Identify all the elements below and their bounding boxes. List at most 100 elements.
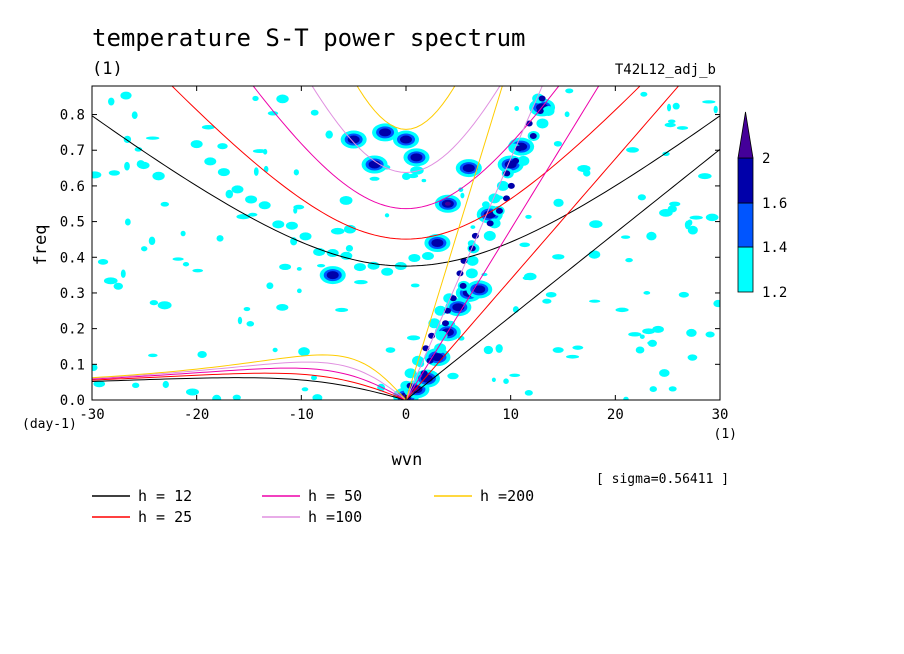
speckle — [298, 347, 310, 357]
speckle — [519, 242, 531, 248]
speckle — [92, 171, 102, 179]
speckle — [687, 225, 698, 235]
speckle — [369, 176, 380, 181]
speckle — [160, 201, 170, 207]
power-region — [462, 164, 475, 173]
ridge-speckle — [434, 343, 447, 354]
x-tick-label: 20 — [607, 407, 624, 423]
ridge-speckle — [299, 232, 312, 241]
speckle — [132, 382, 140, 389]
speckle — [253, 167, 259, 176]
speckle — [410, 283, 420, 288]
ridge-speckle — [285, 221, 298, 230]
speckle — [564, 111, 570, 118]
speckle — [354, 279, 368, 285]
speckle — [447, 372, 459, 380]
speckle — [148, 236, 156, 246]
speckle — [201, 125, 215, 130]
x-tick-label: -30 — [79, 407, 104, 423]
speckle — [172, 257, 184, 261]
speckle — [312, 394, 323, 400]
y-axis-label: freq — [31, 225, 51, 266]
ridge-speckle — [442, 320, 450, 327]
speckle — [157, 301, 172, 310]
speckle — [628, 332, 642, 337]
rossby-curve — [92, 361, 407, 400]
y-axis: 0.0 0.1 0.2 0.3 0.4 0.5 0.6 0.7 0.8 — [60, 108, 720, 409]
speckle — [293, 204, 305, 210]
speckle — [293, 169, 299, 176]
kelvin-curve — [405, 86, 600, 400]
speckle — [266, 282, 274, 290]
ridge-speckle — [466, 255, 479, 266]
speckle — [131, 111, 138, 119]
ridge-speckle — [538, 95, 546, 102]
speckle — [339, 195, 353, 205]
speckle — [108, 97, 115, 106]
ridge-speckle — [204, 157, 217, 166]
ridge-speckle — [190, 140, 203, 149]
speckle — [542, 298, 552, 304]
speckle — [217, 143, 228, 150]
speckle — [672, 102, 680, 110]
speckle — [113, 282, 123, 290]
speckle — [684, 220, 691, 230]
speckle — [565, 88, 574, 94]
speckle — [522, 276, 532, 281]
speckle — [666, 103, 672, 112]
colorbar-segment — [737, 246, 754, 293]
speckle — [236, 214, 251, 220]
ridge-speckle — [465, 268, 478, 279]
colorbar: 1.2 1.4 1.6 2 — [737, 111, 787, 301]
colorbar-top-triangle — [737, 111, 754, 159]
speckle — [713, 299, 720, 308]
y-tick-label: 0.8 — [60, 108, 85, 124]
x-tick-label: -10 — [289, 407, 314, 423]
speckle — [713, 105, 718, 114]
speckle — [185, 388, 199, 396]
power-region — [326, 271, 339, 280]
speckle — [649, 386, 657, 393]
chart-subtitle: (1) — [92, 59, 123, 79]
speckle — [402, 172, 411, 181]
power-region — [379, 128, 392, 137]
x-tick-label: 0 — [402, 407, 410, 423]
speckle — [343, 224, 356, 234]
speckle — [97, 259, 109, 265]
speckle — [659, 208, 673, 217]
speckle — [232, 394, 241, 400]
ridge-speckle — [486, 220, 494, 227]
speckle — [705, 213, 719, 222]
speckle — [246, 321, 255, 327]
speckle — [124, 161, 130, 171]
speckle — [503, 378, 509, 385]
speckle — [588, 250, 601, 259]
speckle — [276, 94, 289, 104]
speckle — [197, 351, 207, 359]
speckle — [589, 299, 601, 303]
ridge-speckle — [340, 251, 353, 260]
speckle — [669, 201, 681, 207]
y-tick-label: 0.2 — [60, 322, 85, 338]
y-tick-label: 0.7 — [60, 143, 85, 159]
speckle — [495, 344, 503, 353]
speckle — [648, 339, 657, 347]
speckle — [525, 214, 532, 219]
power-region — [473, 285, 486, 294]
speckle — [664, 122, 676, 128]
inertia-gravity-curve — [311, 86, 501, 173]
ridge-speckle — [435, 330, 448, 341]
speckle — [276, 303, 289, 311]
ridge-speckle — [353, 263, 366, 272]
power-region — [431, 239, 444, 247]
x-axis: -30 -20 -10 0 10 20 30 — [79, 86, 728, 423]
power-region — [347, 135, 360, 144]
speckle — [141, 246, 148, 252]
speckle — [626, 147, 639, 153]
colorbar-label: 1.6 — [762, 196, 787, 212]
y-tick-label: 0.4 — [60, 250, 85, 266]
speckle — [296, 267, 302, 271]
legend-label: h =200 — [480, 487, 534, 505]
y-tick-label: 0.1 — [60, 357, 85, 373]
speckle — [152, 171, 165, 181]
